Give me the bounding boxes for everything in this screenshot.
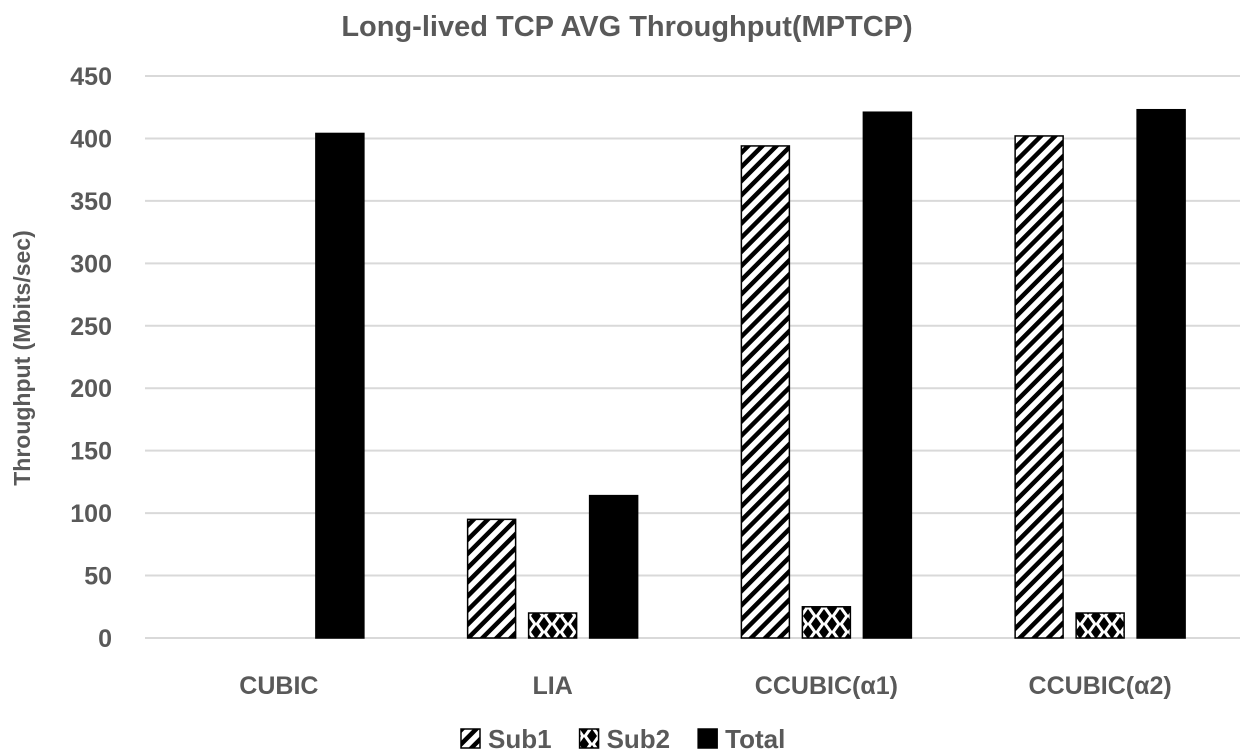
bar-sub1	[466, 518, 517, 639]
chart-title: Long-lived TCP AVG Throughput(MPTCP)	[341, 11, 912, 43]
y-tick-label: 350	[70, 188, 112, 216]
y-tick-label: 0	[98, 625, 112, 653]
y-tick-label: 400	[70, 125, 112, 153]
legend-swatch	[460, 728, 481, 749]
y-tick-label: 450	[70, 63, 112, 91]
legend-swatch	[697, 728, 718, 749]
y-tick-label: 250	[70, 313, 112, 341]
y-tick-label: 150	[70, 438, 112, 466]
bar-total	[588, 494, 639, 639]
y-tick-label: 300	[70, 250, 112, 278]
bar-total	[1136, 108, 1186, 639]
bar-sub2	[1075, 612, 1125, 639]
y-axis-label: Throughput (Mbits/sec)	[9, 230, 35, 486]
bar-sub1	[740, 145, 791, 639]
bar-sub1	[1014, 135, 1064, 639]
y-tick-label: 200	[70, 375, 112, 403]
y-tick-label: 50	[84, 563, 112, 591]
y-tick-label: 100	[70, 500, 112, 528]
legend-swatch	[578, 728, 600, 749]
x-tick-label: CUBIC	[239, 672, 318, 700]
bar-sub2	[527, 612, 578, 639]
bar-total	[315, 132, 365, 639]
legend-label: Sub1	[488, 724, 552, 754]
legend-label: Sub2	[607, 724, 671, 754]
x-tick-label: LIA	[532, 672, 572, 700]
bar-sub2	[801, 606, 852, 639]
x-tick-label: CCUBIC(α1)	[755, 672, 898, 700]
legend-label: Total	[725, 724, 785, 754]
x-tick-label: CCUBIC(α2)	[1029, 672, 1172, 700]
bar-total	[862, 111, 913, 639]
